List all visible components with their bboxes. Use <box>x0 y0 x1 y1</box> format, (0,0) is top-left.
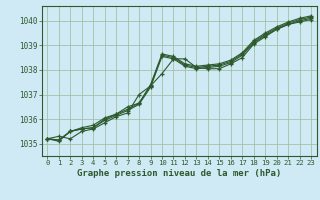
X-axis label: Graphe pression niveau de la mer (hPa): Graphe pression niveau de la mer (hPa) <box>77 169 281 178</box>
